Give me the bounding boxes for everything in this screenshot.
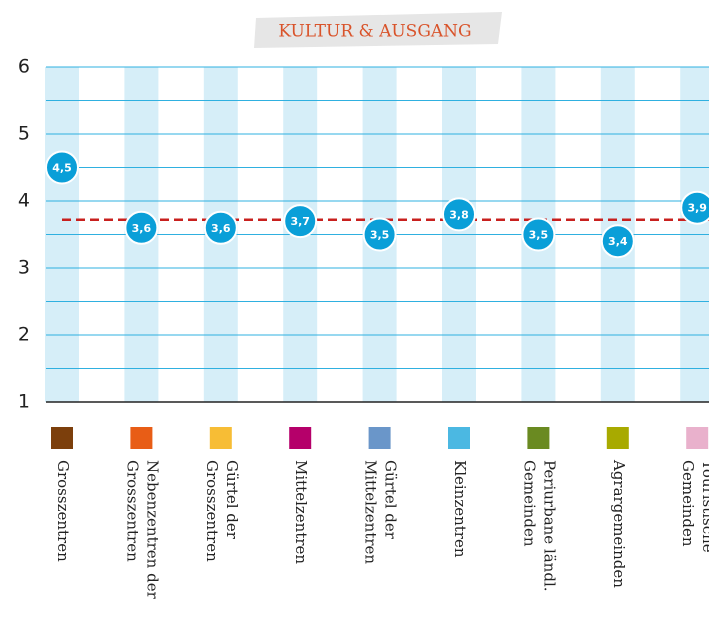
y-tick-label: 2 (18, 324, 30, 346)
value-label: 3,4 (608, 235, 628, 248)
x-tick-label: Nebenzentren der (143, 460, 161, 600)
dot (203, 210, 238, 245)
x-tick-label: Gürtel der (382, 460, 400, 540)
dot (45, 150, 79, 185)
x-tick-label: Grosszentren (203, 460, 221, 562)
dot (124, 210, 159, 245)
value-label: 3,9 (687, 202, 707, 215)
y-tick-label: 5 (18, 123, 30, 145)
legend-swatch (130, 427, 153, 449)
value-label: 3,7 (290, 215, 310, 228)
legend-swatch (527, 427, 550, 449)
x-tick-label: Kleinzentren (451, 460, 469, 558)
chart-title: KULTUR & AUSGANG (278, 22, 471, 42)
dot (600, 224, 635, 259)
x-tick-label: Gürtel der (223, 460, 241, 540)
value-label: 3,8 (449, 208, 469, 221)
legend-swatch (209, 427, 232, 449)
dot (442, 197, 476, 232)
x-tick-label: Agrargemeinden (610, 459, 628, 588)
legend-swatch (289, 427, 312, 449)
value-label: 3,6 (211, 222, 231, 235)
title-banner (254, 12, 502, 48)
legend-swatch (368, 427, 391, 449)
y-tick-label: 6 (18, 56, 30, 78)
y-tick-label: 4 (18, 190, 30, 212)
x-tick-label: Mittelzentren (362, 460, 380, 564)
x-tick-label: Gemeinden (679, 460, 697, 547)
x-tick-label: Gemeinden (520, 460, 538, 547)
x-tick-label: Grosszentren (54, 460, 72, 562)
value-label: 3,5 (529, 229, 549, 242)
dot (283, 204, 318, 239)
x-tick-label: Touristische (699, 460, 709, 553)
legend-swatch (448, 427, 470, 449)
y-tick-label: 3 (18, 257, 30, 279)
y-tick-label: 1 (18, 391, 30, 413)
x-tick-label: Grosszentren (123, 460, 141, 562)
legend-swatch (606, 427, 629, 449)
value-label: 3,5 (370, 229, 390, 242)
dot (362, 217, 397, 252)
legend-swatch (686, 427, 709, 449)
value-label: 4,5 (52, 162, 72, 175)
legend-swatch (51, 427, 73, 449)
dot (521, 217, 556, 252)
x-tick-label: Periurbane ländl. (540, 460, 558, 592)
value-label: 3,6 (132, 222, 152, 235)
dot (680, 190, 709, 225)
x-tick-label: Mittelzentren (292, 460, 310, 564)
